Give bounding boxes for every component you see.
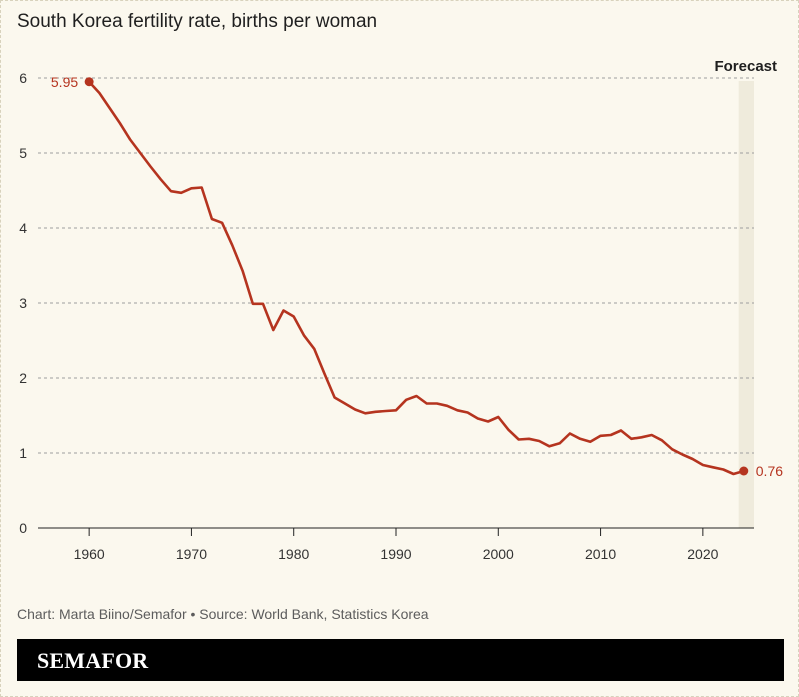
x-tick-label: 1980 (278, 546, 309, 562)
endpoint-marker (739, 466, 749, 476)
y-tick-label: 0 (19, 520, 27, 536)
y-tick-label: 4 (19, 220, 27, 236)
y-tick-label: 1 (19, 445, 27, 461)
grid-lines (38, 77, 754, 454)
annotations: 5.95 0.76 (51, 74, 783, 479)
x-tick-label: 1960 (74, 546, 105, 562)
endpoint-marker (84, 77, 94, 87)
x-tick-label: 1990 (380, 546, 411, 562)
fertility-rate-line (87, 80, 746, 476)
x-tick-label: 2010 (585, 546, 616, 562)
x-tick-label: 2020 (687, 546, 718, 562)
y-tick-label: 6 (19, 70, 27, 86)
y-tick-label: 5 (19, 145, 27, 161)
y-tick-label: 2 (19, 370, 27, 386)
x-tick-label: 2000 (483, 546, 514, 562)
series-layer (87, 80, 746, 476)
y-tick-label: 3 (19, 295, 27, 311)
value-label: 5.95 (51, 74, 78, 90)
x-tick-label: 1970 (176, 546, 207, 562)
axes: 0 1 2 3 4 5 6 1960 1970 1980 1990 2000 2010 2020 (19, 70, 754, 562)
value-label: 0.76 (756, 463, 783, 479)
chart-title: South Korea fertility rate, births per w… (17, 11, 378, 32)
brand-bar: SEMAFOR (17, 639, 784, 681)
forecast-label: Forecast (714, 58, 777, 75)
chart-credit: Chart: Marta Biino/Semafor • Source: Wor… (17, 606, 429, 622)
line-chart: Forecast 0 1 2 3 4 5 6 1960 1970 1980 1990 2000 2010… (19, 58, 783, 562)
forecast-band (738, 81, 754, 528)
semafor-logo: SEMAFOR (37, 648, 149, 673)
